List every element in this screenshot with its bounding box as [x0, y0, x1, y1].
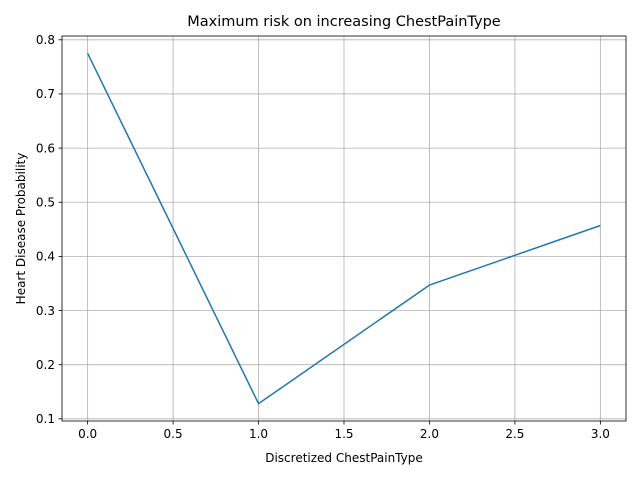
y-tick-label: 0.2: [36, 358, 55, 372]
y-tick-label: 0.1: [36, 412, 55, 426]
x-tick-label: 3.0: [591, 427, 610, 441]
y-axis-label: Heart Disease Probability: [14, 153, 28, 305]
x-tick-label: 2.5: [505, 427, 524, 441]
grid-lines: [62, 36, 626, 421]
chart-title: Maximum risk on increasing ChestPainType: [187, 14, 501, 30]
x-axis-label: Discretized ChestPainType: [265, 451, 423, 465]
x-tick-label: 1.5: [334, 427, 353, 441]
y-tick-label: 0.5: [36, 196, 55, 210]
y-tick-label: 0.4: [36, 250, 55, 264]
ticks-layer: 0.0 0.5 1.0 1.5 2.0 2.5 3.0 0.1 0.2 0.3 0.4 0.5 0.6 0…: [36, 33, 610, 441]
y-tick-label: 0.7: [36, 87, 55, 101]
y-tick-label: 0.6: [36, 141, 55, 155]
y-tick-label: 0.3: [36, 304, 55, 318]
x-tick-label: 0.5: [164, 427, 183, 441]
x-tick-label: 0.0: [78, 427, 97, 441]
series-layer: [86, 53, 601, 405]
x-tick-label: 1.0: [249, 427, 268, 441]
x-tick-label: 2.0: [420, 427, 439, 441]
series-line: [86, 53, 601, 405]
y-tick-label: 0.8: [36, 33, 55, 47]
